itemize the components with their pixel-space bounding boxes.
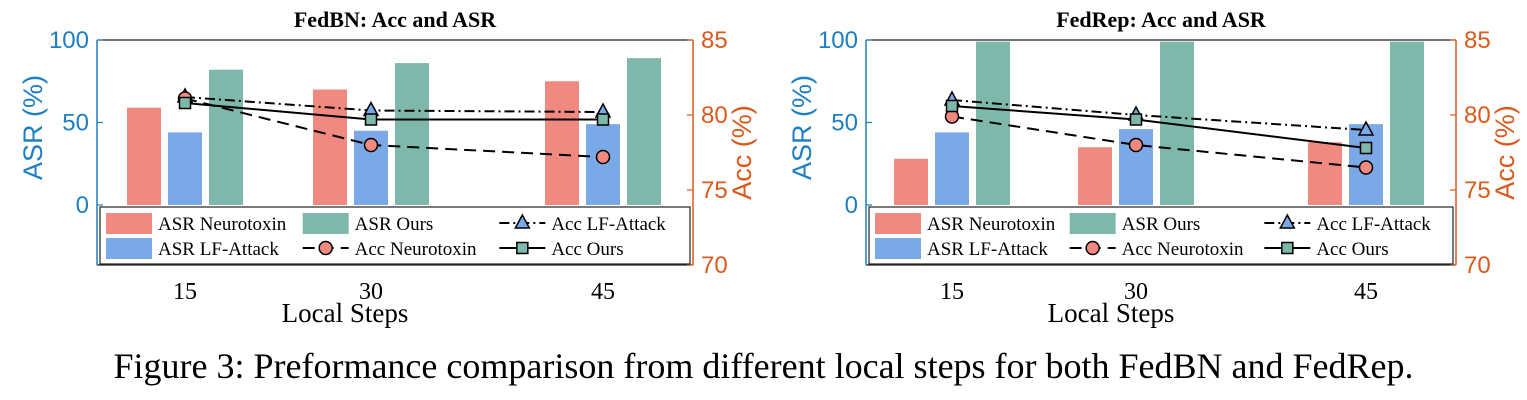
legend-marker-acc-neurotoxin [318, 240, 333, 256]
legend-swatch-asr-ours [1069, 213, 1116, 234]
right-tick-label: 70 [1464, 252, 1491, 279]
marker-acc-ours-15 [945, 99, 959, 113]
right-tick-label: 70 [701, 252, 728, 279]
legend-marker-acc-lf-attack [514, 213, 531, 229]
legend-label-acc-neurotoxin: Acc Neurotoxin [355, 239, 477, 260]
marker-acc-ours-45 [596, 113, 610, 126]
left-tick-label: 100 [818, 27, 858, 54]
x-axis-label: Local Steps [282, 298, 409, 328]
x-tick-label: 45 [591, 279, 615, 305]
left-axis-label: ASR (%) [18, 75, 48, 180]
bar-asr-neurotoxin-45 [545, 81, 579, 205]
figure-caption: Figure 3: Preformance comparison from di… [113, 346, 1414, 386]
bar-asr-ours-30 [395, 63, 429, 205]
marker-acc-ours-45 [1359, 141, 1373, 155]
right-axis-label: Acc (%) [727, 105, 757, 200]
legend-marker-acc-ours [516, 241, 529, 255]
marker-acc-ours-30 [364, 113, 378, 126]
left-tick-label: 50 [62, 110, 89, 137]
marker-acc-neurotoxin-45 [1358, 160, 1374, 175]
legend-label-asr-ours: ASR Ours [355, 214, 434, 235]
legend-swatch-asr-ours [302, 213, 349, 234]
legend-label-acc-ours: Acc Ours [1316, 239, 1388, 260]
legend-marker-acc-lf-attack [1279, 213, 1296, 229]
legend-swatch-asr-lf-attack [106, 238, 152, 259]
legend-label-asr-neurotoxin: ASR Neurotoxin [158, 214, 287, 235]
marker-acc-neurotoxin-30 [363, 137, 379, 153]
legend-marker-acc-neurotoxin [1085, 240, 1100, 256]
right-tick-label: 80 [1464, 102, 1491, 129]
legend-box [99, 206, 691, 265]
x-axis-label: Local Steps [1048, 298, 1175, 328]
legend-label-acc-lf-attack: Acc LF-Attack [551, 214, 666, 235]
bar-asr-lf-attack-15 [168, 132, 202, 205]
legend-label-acc-ours: Acc Ours [551, 239, 623, 260]
right-tick-label: 85 [701, 27, 728, 54]
left-tick-label: 0 [845, 192, 858, 219]
line-acc-lf-attack [184, 96, 604, 113]
left-axis-label: ASR (%) [787, 75, 817, 180]
right-tick-label: 75 [701, 177, 728, 204]
bar-asr-neurotoxin-30 [313, 89, 347, 205]
left-tick-label: 0 [76, 192, 89, 219]
bar-asr-neurotoxin-15 [127, 107, 161, 205]
right-tick-label: 80 [701, 102, 728, 129]
chart-fedbn: FedBN: Acc and ASR 0 50 100 70 75 80 85 15 30 45 Lo… [18, 7, 757, 328]
legend-label-asr-neurotoxin: ASR Neurotoxin [927, 214, 1056, 235]
legend-swatch-asr-neurotoxin [875, 213, 921, 234]
legend-label-acc-neurotoxin: Acc Neurotoxin [1122, 239, 1244, 260]
x-tick-label: 45 [1354, 279, 1378, 305]
bar-asr-ours-15 [209, 69, 243, 205]
legend-swatch-asr-neurotoxin [106, 213, 152, 234]
chart-title: FedRep: Acc and ASR [1056, 7, 1267, 32]
marker-acc-lf-attack-45 [1357, 120, 1375, 136]
right-tick-label: 75 [1464, 177, 1491, 204]
bar-asr-lf-attack-15 [935, 132, 969, 205]
right-tick-label: 85 [1464, 27, 1491, 54]
legend-label-asr-lf-attack: ASR LF-Attack [927, 239, 1048, 260]
legend-box [868, 206, 1454, 265]
legend-label-asr-lf-attack: ASR LF-Attack [158, 239, 279, 260]
marker-acc-neurotoxin-30 [1128, 137, 1144, 153]
legend-label-acc-lf-attack: Acc LF-Attack [1316, 214, 1431, 235]
bar-asr-neurotoxin-45 [1308, 142, 1342, 205]
line-acc-neurotoxin [184, 97, 604, 158]
x-tick-label: 15 [173, 279, 197, 305]
left-tick-label: 100 [49, 27, 89, 54]
chart-fedrep: FedRep: Acc and ASR 0 50 100 70 75 80 85 15 30 45 L… [787, 7, 1520, 328]
legend-marker-acc-ours [1281, 241, 1294, 255]
bar-asr-lf-attack-45 [586, 124, 620, 205]
marker-acc-ours-30 [1129, 113, 1143, 126]
bar-asr-ours-45 [627, 58, 661, 206]
x-tick-label: 30 [1124, 279, 1148, 305]
legend-swatch-asr-lf-attack [875, 238, 921, 259]
bar-asr-neurotoxin-30 [1078, 147, 1112, 205]
x-tick-label: 15 [940, 279, 964, 305]
x-tick-label: 30 [359, 279, 383, 305]
legend-label-asr-ours: ASR Ours [1122, 214, 1201, 235]
right-axis-label: Acc (%) [1490, 105, 1520, 200]
chart-title: FedBN: Acc and ASR [294, 7, 497, 32]
marker-acc-ours-15 [178, 96, 192, 110]
line-acc-neurotoxin [951, 115, 1367, 169]
bar-asr-neurotoxin-15 [894, 158, 928, 205]
bar-asr-ours-45 [1390, 41, 1424, 206]
left-tick-label: 50 [831, 110, 858, 137]
marker-acc-neurotoxin-45 [595, 149, 611, 165]
